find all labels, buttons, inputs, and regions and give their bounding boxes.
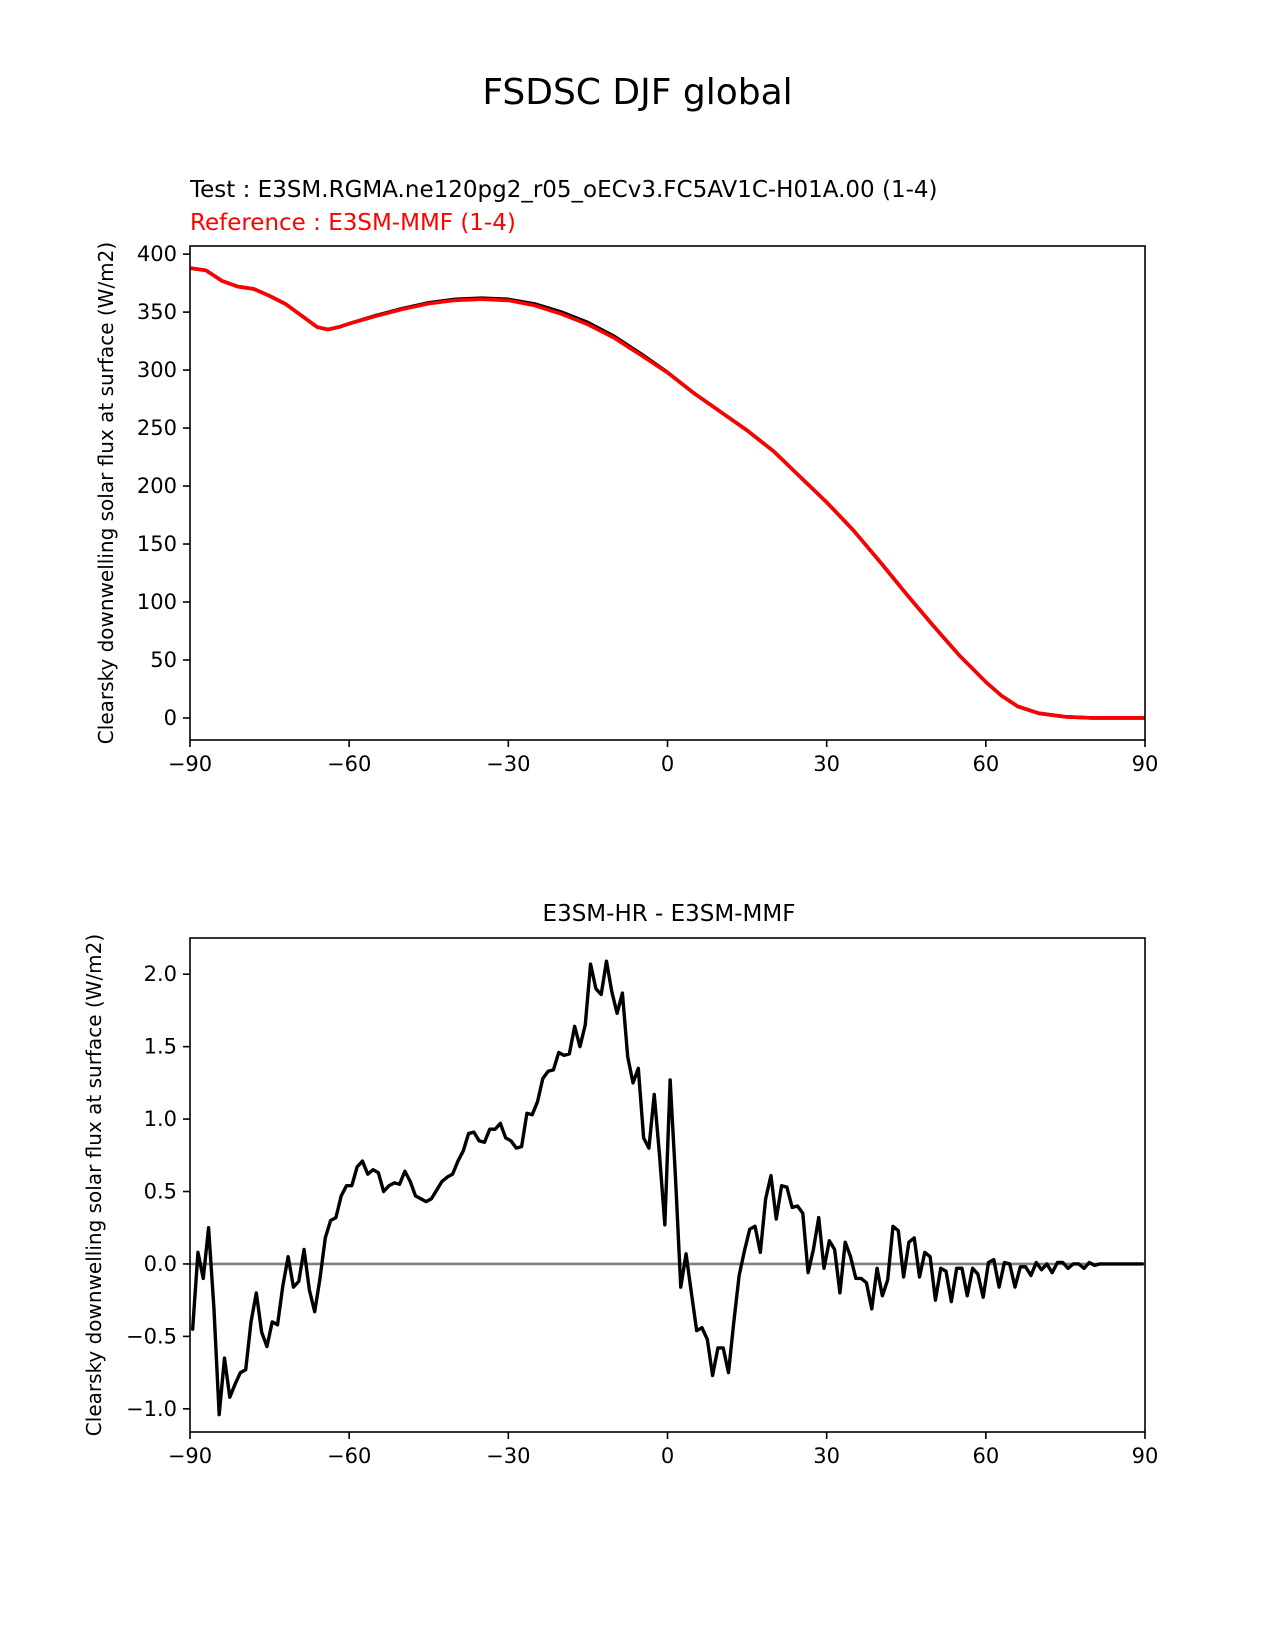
top-panel: Test : E3SM.RGMA.ne120pg2_r05_oECv3.FC5A… <box>94 177 1158 776</box>
x-tick-label: 30 <box>813 1444 840 1468</box>
y-tick-label: 1.0 <box>144 1107 177 1131</box>
reference-series-line <box>190 266 1145 720</box>
y-tick-label: 350 <box>137 300 177 324</box>
x-tick-label: 0 <box>661 752 674 776</box>
x-tick-label: 60 <box>972 752 999 776</box>
y-tick-label: 300 <box>137 358 177 382</box>
y-tick-label: 100 <box>137 590 177 614</box>
y-tick-label: 0.5 <box>144 1180 177 1204</box>
x-tick-label: 0 <box>661 1444 674 1468</box>
test-series-line <box>190 266 1145 720</box>
x-tick-label: 90 <box>1132 1444 1159 1468</box>
y-tick-label: −1.0 <box>126 1397 177 1421</box>
reference-label: Reference : E3SM-MMF (1-4) <box>190 210 516 236</box>
y-tick-label: 150 <box>137 532 177 556</box>
x-tick-label: −30 <box>486 752 530 776</box>
y-axis-label: Clearsky downwelling solar flux at surfa… <box>94 242 118 744</box>
x-tick-label: −90 <box>168 1444 212 1468</box>
y-tick-label: 200 <box>137 474 177 498</box>
difference-title: E3SM-HR - E3SM-MMF <box>543 901 796 927</box>
x-tick-label: −60 <box>327 752 371 776</box>
difference-series-line <box>190 959 1145 1417</box>
y-tick-label: 0.0 <box>144 1252 177 1276</box>
x-tick-label: −30 <box>486 1444 530 1468</box>
x-tick-label: −60 <box>327 1444 371 1468</box>
y-tick-label: 1.5 <box>144 1035 177 1059</box>
figure-title: FSDSC DJF global <box>482 72 793 113</box>
y-axis-label: Clearsky downwelling solar flux at surfa… <box>82 934 106 1436</box>
test-label: Test : E3SM.RGMA.ne120pg2_r05_oECv3.FC5A… <box>189 177 937 203</box>
y-tick-label: 50 <box>150 648 177 672</box>
x-tick-label: 90 <box>1132 752 1159 776</box>
axes-frame <box>189 245 1146 741</box>
x-tick-label: 60 <box>972 1444 999 1468</box>
y-tick-label: −0.5 <box>126 1324 177 1348</box>
x-tick-label: 30 <box>813 752 840 776</box>
y-tick-label: 0 <box>164 706 177 730</box>
y-tick-label: 400 <box>137 242 177 266</box>
x-tick-label: −90 <box>168 752 212 776</box>
y-tick-label: 2.0 <box>144 962 177 986</box>
y-tick-label: 250 <box>137 416 177 440</box>
bottom-panel: E3SM-HR - E3SM-MMF Clearsky downwelling … <box>82 901 1158 1468</box>
